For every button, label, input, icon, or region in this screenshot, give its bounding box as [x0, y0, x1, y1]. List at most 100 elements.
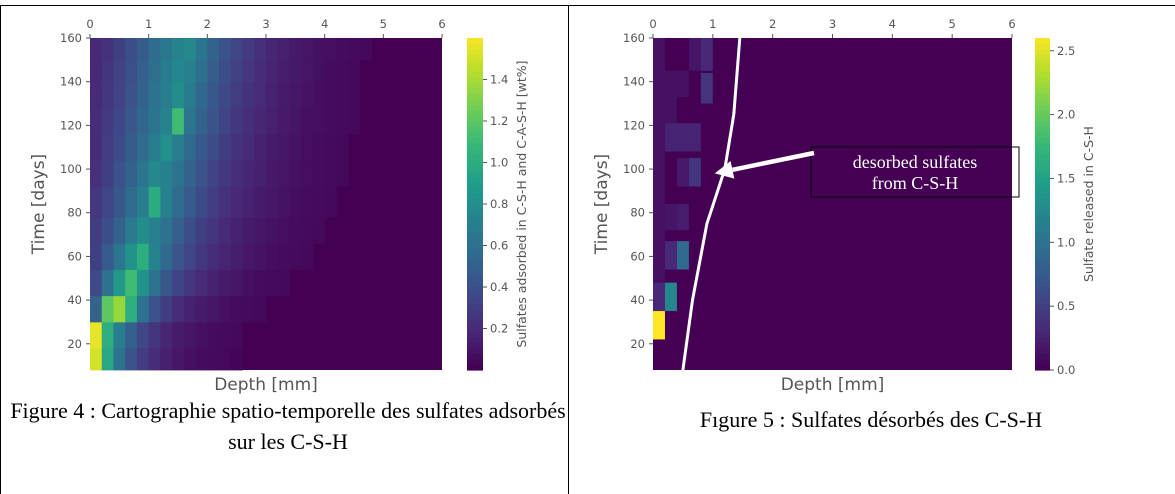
- boundary-line: [681, 37, 742, 371]
- heatmap-cell: [207, 38, 220, 61]
- heatmap-cell: [312, 81, 326, 109]
- colorbar-segment: [467, 364, 483, 371]
- heatmap-cell: [207, 81, 220, 109]
- colorbar-segment: [1035, 331, 1050, 338]
- heatmap-cell: [148, 321, 161, 349]
- colorbar-segment: [467, 325, 483, 332]
- figure-5-caption: Fıgure 5 : Sulfates désorbés des C-S-H: [699, 407, 1043, 432]
- heatmap-cell: [312, 134, 326, 161]
- heatmap-cell: [242, 217, 255, 244]
- heatmap-cell: [183, 243, 196, 270]
- x-tick-label: 2: [204, 17, 211, 31]
- heatmap-cell: [160, 134, 173, 161]
- colorbar-segment: [1035, 121, 1050, 128]
- table-borders: [0, 5, 1175, 494]
- colorbar-segment: [467, 275, 483, 283]
- colorbar-segment: [1035, 270, 1050, 277]
- y-tick-label: 40: [630, 293, 645, 307]
- heatmap-cell: [125, 107, 138, 135]
- heatmap-cell: [160, 217, 173, 244]
- heatmap-cell: [113, 186, 126, 218]
- heatmap-cell: [183, 134, 196, 161]
- heatmap-cell: [148, 59, 161, 83]
- heatmap-cell: [90, 295, 103, 323]
- colorbar-segment: [467, 298, 483, 305]
- heatmap-cell: [219, 295, 232, 323]
- heatmap-cell: [254, 186, 267, 218]
- x-axis-ticks: 0 1 2 3 4 5 6: [86, 17, 446, 38]
- y-tick-label: 140: [60, 75, 82, 89]
- y-tick-label: 100: [60, 162, 82, 176]
- heatmap-cell: [172, 321, 185, 349]
- heatmap-cell: [113, 295, 126, 323]
- colorbar-tick-label: 0.6: [490, 239, 508, 253]
- heatmap-cell: [101, 295, 114, 323]
- colorbar-segment: [1035, 198, 1050, 205]
- heatmap-cell: [125, 186, 138, 218]
- colorbar-segment: [1035, 215, 1050, 222]
- heatmap-cell: [172, 217, 185, 244]
- heatmap-cell: [195, 217, 208, 244]
- colorbar-tick-label: 0.4: [490, 280, 508, 294]
- heatmap-cell: [242, 243, 255, 270]
- heatmap-cell: [160, 186, 173, 218]
- heatmap-cell: [289, 107, 302, 135]
- y-axis-ticks: 20 40 60 80 100 120 140 160: [60, 31, 90, 351]
- heatmap-cell: [230, 134, 243, 161]
- colorbar-segment: [1035, 309, 1050, 316]
- heatmap-cell: [277, 134, 290, 161]
- colorbar-segment: [1035, 342, 1050, 349]
- x-tick-label: 5: [380, 17, 387, 31]
- colorbar-segment: [1035, 275, 1050, 283]
- colorbar-segment: [467, 60, 483, 67]
- colorbar-segment: [1035, 43, 1050, 50]
- heatmap-cell: [207, 134, 220, 161]
- colorbar-segment: [467, 248, 483, 255]
- colorbar-segment: [467, 264, 483, 271]
- heatmap-cell: [676, 241, 689, 270]
- heatmap-cell: [289, 81, 302, 109]
- heatmap-cell: [183, 38, 196, 61]
- colorbar-tick-label: 0.5: [1057, 299, 1075, 313]
- heatmap-cell: [125, 243, 138, 270]
- colorbar-tick-label: 0.8: [490, 197, 508, 211]
- colorbar-segment: [1035, 358, 1050, 366]
- heatmap-cell: [172, 38, 185, 61]
- annotation: desorbed sulfates from C-S-H: [714, 146, 1020, 198]
- heatmap-cell: [136, 269, 150, 297]
- heatmap-cell: [148, 217, 161, 244]
- heatmap-cell: [277, 38, 290, 61]
- heatmap-cell: [254, 59, 267, 83]
- heatmap-cell: [230, 243, 243, 270]
- heatmap-cell: [230, 81, 243, 109]
- colorbar-tick-label: 0.0: [1057, 363, 1075, 377]
- colorbar-segment: [467, 181, 483, 188]
- heatmap-cell: [219, 321, 232, 349]
- heatmap-cell: [266, 243, 279, 270]
- heatmap-cell: [90, 134, 103, 161]
- colorbar-segment: [1035, 226, 1050, 233]
- x-tick-label: 1: [145, 17, 152, 31]
- heatmap-cell: [195, 186, 208, 218]
- heatmap-cell: [136, 348, 150, 371]
- colorbar-tick-label: 1.5: [1057, 171, 1075, 185]
- heatmap-cell: [195, 269, 208, 297]
- heatmap-cell: [90, 217, 103, 244]
- heatmap-cell: [160, 321, 173, 349]
- colorbar-segment: [1035, 231, 1050, 238]
- heatmap-cell: [266, 160, 279, 187]
- heatmap-cell: [336, 107, 349, 135]
- heatmap-cell: [653, 282, 665, 312]
- y-tick-label: 40: [67, 293, 82, 307]
- heatmap-cell: [230, 348, 243, 371]
- heatmap-cell: [301, 217, 314, 244]
- y-tick-label: 120: [623, 118, 645, 132]
- heatmap-cell: [219, 243, 232, 270]
- x-tick-label: 5: [949, 17, 956, 31]
- y-tick-label: 100: [623, 162, 645, 176]
- heatmap-cell: [101, 59, 114, 83]
- x-tick-label: 3: [262, 17, 269, 31]
- heatmap-cell: [254, 295, 267, 323]
- heatmap-cell: [90, 348, 103, 371]
- heatmap-cell: [113, 81, 126, 109]
